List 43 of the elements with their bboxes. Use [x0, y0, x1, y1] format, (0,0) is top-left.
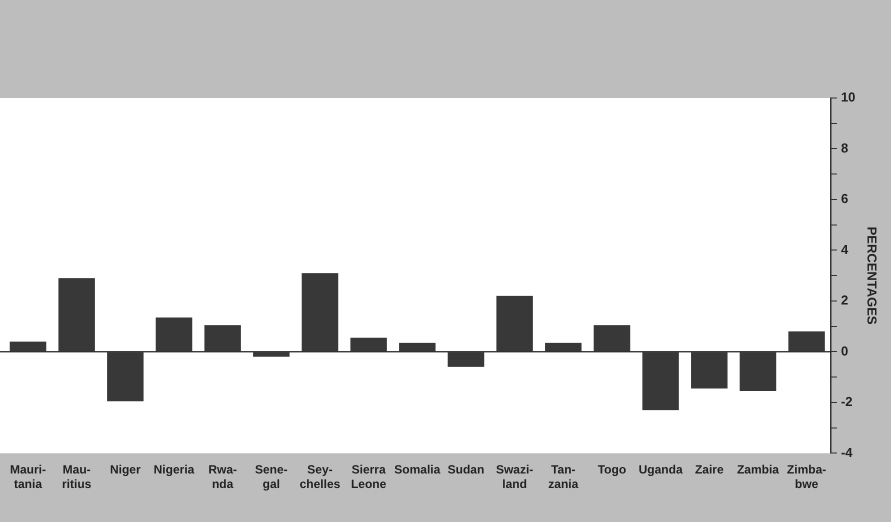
- x-tick-label: Somalia: [394, 462, 441, 477]
- bar: [204, 325, 241, 352]
- bar: [642, 352, 679, 410]
- y-axis-title: PERCENTAGES: [864, 226, 880, 325]
- y-tick-label: -2: [840, 394, 853, 410]
- x-tick-label: Swazi- land: [496, 462, 534, 492]
- y-tick-label: 8: [840, 140, 848, 156]
- bar: [545, 342, 582, 352]
- bar: [302, 273, 338, 352]
- x-tick-label: Niger: [110, 462, 141, 477]
- y-tick-label: 6: [840, 191, 848, 206]
- x-tick-label: Nigeria: [154, 462, 195, 477]
- y-tick-label: -4: [840, 444, 854, 460]
- y-tick-label: 0: [840, 343, 848, 358]
- x-tick-label: Rwa- nda: [208, 462, 237, 492]
- x-tick-label: Mau- ritius: [62, 462, 92, 492]
- x-tick-label: Zimba- bwe: [786, 462, 826, 492]
- x-tick-label: Zaire: [694, 462, 724, 477]
- x-tick-label: Sene- gal: [254, 462, 288, 492]
- bar: [594, 325, 630, 352]
- x-tick-label: Uganda: [638, 462, 683, 477]
- x-tick-label: Zambia: [736, 462, 780, 477]
- bar: [740, 352, 776, 392]
- x-tick-label: Tan- zania: [548, 462, 579, 492]
- x-tick-label: Sudan: [448, 462, 484, 477]
- x-tick-label: Togo: [598, 462, 626, 477]
- bar: [399, 342, 436, 352]
- bar: [107, 352, 144, 402]
- y-tick-label: 10: [840, 90, 856, 105]
- x-tick-label: Sey- chelles: [300, 462, 341, 492]
- bar: [350, 338, 387, 352]
- bar: [156, 317, 192, 352]
- bar: [691, 352, 728, 389]
- x-tick-label: Sierra Leone: [350, 462, 387, 492]
- bar: [788, 331, 825, 352]
- bar: [496, 296, 533, 352]
- bar: [58, 278, 95, 352]
- bar: [448, 352, 484, 367]
- y-tick-label: 2: [840, 292, 848, 308]
- x-tick-label: Mauri- tania: [10, 462, 46, 492]
- bar: [253, 352, 290, 357]
- bar: [10, 342, 46, 352]
- y-tick-label: 4: [840, 242, 849, 257]
